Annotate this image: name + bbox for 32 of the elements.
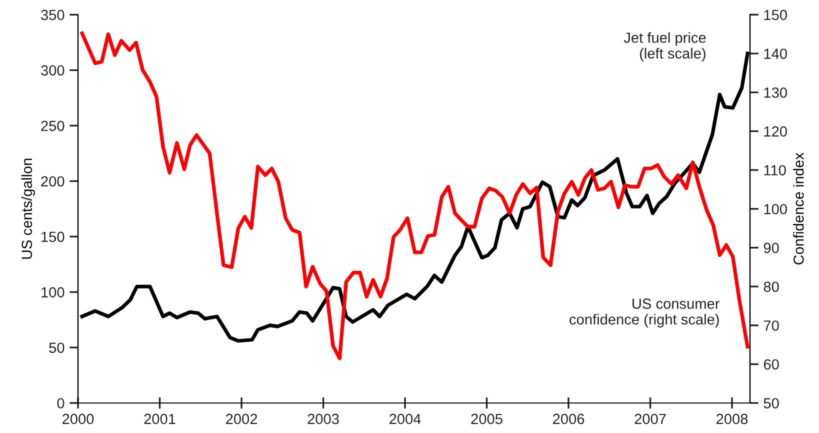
x-tick-label: 2008 <box>716 414 748 424</box>
x-tick-label: 2006 <box>553 414 584 424</box>
x-tick-label: 2004 <box>390 414 421 424</box>
x-tick-label: 2003 <box>308 414 339 424</box>
x-tick-label: 2001 <box>144 414 176 424</box>
y2-tick-label: 60 <box>764 359 779 370</box>
y2-tick-label: 120 <box>764 126 787 137</box>
text: Jet fuel price (left scale) <box>624 32 706 62</box>
y2-tick-label: 150 <box>764 10 787 20</box>
x-tick-label: 2000 <box>62 414 94 424</box>
y-tick-label: 0 <box>57 398 64 408</box>
y-tick-label: 150 <box>42 232 64 242</box>
y2-tick-label: 100 <box>764 204 787 214</box>
y-tick-label: 100 <box>42 287 64 298</box>
x-tick-label: 2007 <box>634 414 666 424</box>
y-tick-label: 350 <box>41 10 64 20</box>
y-tick-label: 200 <box>41 176 64 187</box>
y-tick-label: 50 <box>49 342 64 353</box>
y-axis-title: US cents/gallon <box>21 158 35 259</box>
x-tick-label: 2005 <box>471 414 502 424</box>
y2-tick-label: 130 <box>764 87 787 98</box>
y2-tick-label: 140 <box>764 48 787 59</box>
y2-tick-label: 70 <box>764 320 779 331</box>
y2-axis-title: Confidence index <box>793 152 804 264</box>
x-tick-label: 2002 <box>226 414 257 424</box>
y-tick-label: 250 <box>41 120 64 132</box>
y2-tick-label: 90 <box>764 242 779 254</box>
y2-tick-label: 110 <box>764 165 786 176</box>
y2-tick-label: 50 <box>764 398 779 408</box>
series-label: US consumer confidence (right scale) <box>570 298 720 328</box>
y2-tick-label: 80 <box>764 282 779 292</box>
y-tick-label: 300 <box>41 65 64 76</box>
